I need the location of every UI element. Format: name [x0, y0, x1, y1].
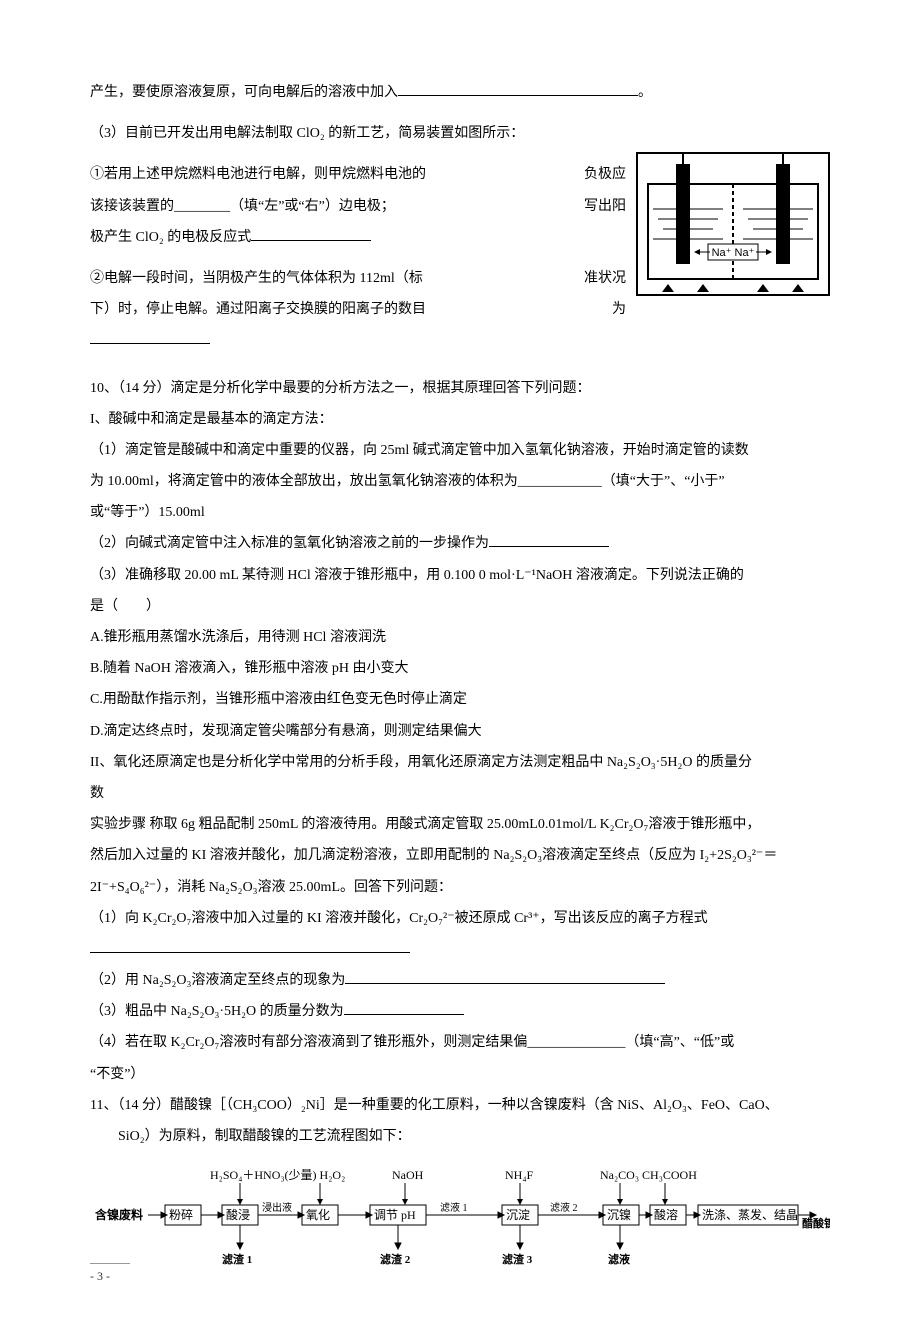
q11-a: 11、（14 分）醋酸镍［（CH₃COO）₂Ni］是一种重要的化工原料，一种以含…	[90, 1093, 830, 1118]
text-left: 极产生 ClO₂ 的电极反应式	[90, 230, 251, 245]
flow-filtrate: 滤液	[608, 1252, 631, 1266]
flow-residue-2: 滤渣 2	[380, 1252, 411, 1266]
q10-opt-b: B.随着 NaOH 溶液滴入，锥形瓶中溶液 pH 由小变大	[90, 656, 830, 681]
text: 产生，要使原溶液复原，可向电解后的溶液中加入	[90, 85, 398, 100]
flow-box-1: 粉碎	[169, 1207, 193, 1222]
blank-fill[interactable]	[398, 81, 638, 96]
paragraph-q3-2-b: 下）时，停止电解。通过阳离子交换膜的阳离子的数目 为	[90, 297, 830, 322]
q10-1-a: （1）滴定管是酸碱中和滴定中重要的仪器，向 25ml 碱式滴定管中加入氢氧化钠溶…	[90, 438, 830, 463]
q10-II-4a: （4）若在取 K₂Cr₂O₇溶液时有部分溶液滴到了锥形瓶外，则测定结果偏____…	[90, 1030, 830, 1055]
q10-heading: 10、（14 分）滴定是分析化学中最要的分析方法之一，根据其原理回答下列问题：	[90, 376, 830, 401]
q10-step-2: 然后加入过量的 KI 溶液并酸化，加几滴淀粉溶液，立即用配制的 Na₂S₂O₃溶…	[90, 843, 830, 868]
blank-fill[interactable]	[251, 226, 371, 241]
blank-fill[interactable]	[489, 532, 609, 547]
flow-reagent-1: H₂SO₄＋HNO₃(少量) H₂O₂	[210, 1168, 345, 1182]
flow-reagent-nh4f: NH₄F	[505, 1168, 534, 1182]
q10-II-1: （1）向 K₂Cr₂O₇溶液中加入过量的 KI 溶液并酸化，Cr₂O₇²⁻被还原…	[90, 906, 830, 931]
q10-opt-c: C.用酚酞作指示剂，当锥形瓶中溶液由红色变无色时停止滴定	[90, 687, 830, 712]
flow-output: 醋酸镍	[802, 1216, 830, 1230]
flow-label-3: 滤液 2	[550, 1201, 578, 1214]
text: （2）用 Na₂S₂O₃溶液滴定至终点的现象为	[90, 973, 345, 988]
text-right: 准状况	[584, 266, 626, 291]
blank-fill[interactable]	[90, 329, 210, 344]
q11-b: SiO₂）为原料，制取醋酸镍的工艺流程图如下：	[90, 1124, 830, 1149]
page-number: - 3 -	[90, 1263, 130, 1288]
text-left: ①若用上述甲烷燃料电池进行电解，则甲烷燃料电池的	[90, 167, 426, 182]
q10-opt-d: D.滴定达终点时，发现滴定管尖嘴部分有悬滴，则测定结果偏大	[90, 719, 830, 744]
process-flowchart: H₂SO₄＋HNO₃(少量) H₂O₂ NaOH NH₄F Na₂CO₃ CH₃…	[90, 1167, 830, 1277]
paragraph-q3: （3）目前已开发出用电解法制取 ClO₂ 的新工艺，简易装置如图所示：	[90, 121, 830, 146]
flow-label-1: 浸出液	[262, 1201, 292, 1214]
q10-step-3: 2I⁻+S₄O₆²⁻），消耗 Na₂S₂O₃溶液 25.00mL。回答下列问题：	[90, 875, 830, 900]
flow-box-8: 洗涤、蒸发、结晶	[702, 1207, 798, 1222]
q10-3-b: 是（ ）	[90, 594, 830, 619]
text-right: 写出阳	[584, 194, 626, 219]
text-left: 下）时，停止电解。通过阳离子交换膜的阳离子的数目	[90, 302, 426, 317]
text: （3）粗品中 Na₂S₂O₃·5H₂O 的质量分数为	[90, 1004, 344, 1019]
flow-box-4: 调节 pH	[374, 1208, 416, 1222]
q10-II-3: （3）粗品中 Na₂S₂O₃·5H₂O 的质量分数为	[90, 999, 830, 1024]
q10-part2-a: II、氧化还原滴定也是分析化学中常用的分析手段，用氧化还原滴定方法测定粗品中 N…	[90, 750, 830, 775]
electrolysis-diagram: Na⁺ Na⁺	[636, 152, 830, 296]
flow-residue-1: 滤渣 1	[222, 1252, 252, 1266]
blank-fill[interactable]	[344, 1000, 464, 1015]
q10-step-1: 实验步骤 称取 6g 粗品配制 250mL 的溶液待用。用酸式滴定管取 25.0…	[90, 812, 830, 837]
flow-reagent-na2co3: Na₂CO₃ CH₃COOH	[600, 1168, 697, 1182]
flow-box-6: 沉镍	[607, 1208, 631, 1222]
flow-box-2: 酸浸	[226, 1207, 250, 1222]
flow-label-2: 滤液 1	[440, 1201, 468, 1214]
text: （2）向碱式滴定管中注入标准的氢氧化钠溶液之前的一步操作为	[90, 536, 489, 551]
paragraph-restore: 产生，要使原溶液复原，可向电解后的溶液中加入 。	[90, 80, 830, 105]
text-left: ②电解一段时间，当阴极产生的气体体积为 112ml（标	[90, 271, 423, 286]
blank-line	[90, 328, 830, 353]
q10-1-b: 为 10.00ml，将滴定管中的液体全部放出，放出氢氧化钠溶液的体积为_____…	[90, 469, 830, 494]
q10-3-a: （3）准确移取 20.00 mL 某待测 HCl 溶液于锥形瓶中，用 0.100…	[90, 563, 830, 588]
flow-residue-3: 滤渣 3	[502, 1252, 533, 1266]
q10-II-2: （2）用 Na₂S₂O₃溶液滴定至终点的现象为	[90, 968, 830, 993]
flow-box-3: 氧化	[306, 1208, 330, 1222]
q10-II-4b: “不变”）	[90, 1062, 830, 1087]
blank-fill[interactable]	[345, 969, 665, 984]
q10-opt-a: A.锥形瓶用蒸馏水洗涤后，用待测 HCl 溶液润洗	[90, 625, 830, 650]
flow-box-7: 酸溶	[654, 1207, 678, 1222]
q10-1-c: 或“等于”）15.00ml	[90, 500, 830, 525]
text-right: 为	[612, 297, 626, 322]
q10-2: （2）向碱式滴定管中注入标准的氢氧化钠溶液之前的一步操作为	[90, 531, 830, 556]
text-left: 该接该装置的________（填“左”或“右”）边电极；	[90, 199, 395, 214]
text-end: 。	[638, 85, 652, 100]
flow-box-5: 沉淀	[506, 1208, 530, 1222]
na-label: Na⁺ Na⁺	[712, 247, 755, 259]
blank-fill[interactable]	[90, 938, 410, 953]
flow-input: 含镍废料	[95, 1207, 143, 1222]
q10-II-1-blank	[90, 937, 830, 962]
q10-part1: I、酸碱中和滴定是最基本的滴定方法：	[90, 407, 830, 432]
flow-reagent-naoh: NaOH	[392, 1168, 424, 1182]
text-right: 负极应	[584, 162, 626, 187]
q10-part2-b: 数	[90, 781, 830, 806]
